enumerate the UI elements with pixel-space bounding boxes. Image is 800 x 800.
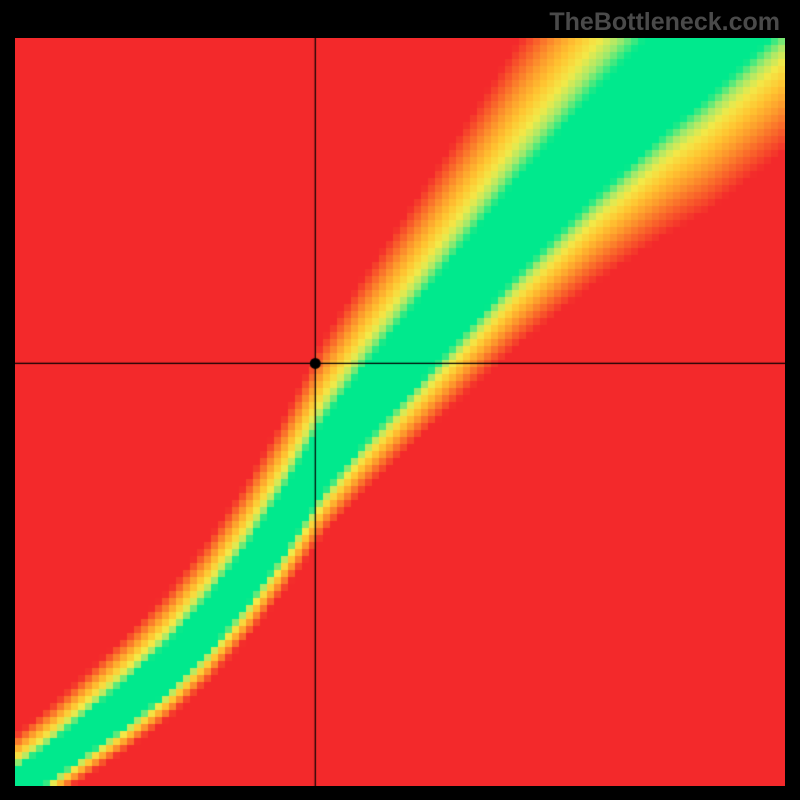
chart-container: { "watermark": { "text": "TheBottleneck.… [0, 0, 800, 800]
bottleneck-heatmap [15, 38, 785, 786]
watermark-text: TheBottleneck.com [549, 8, 780, 37]
